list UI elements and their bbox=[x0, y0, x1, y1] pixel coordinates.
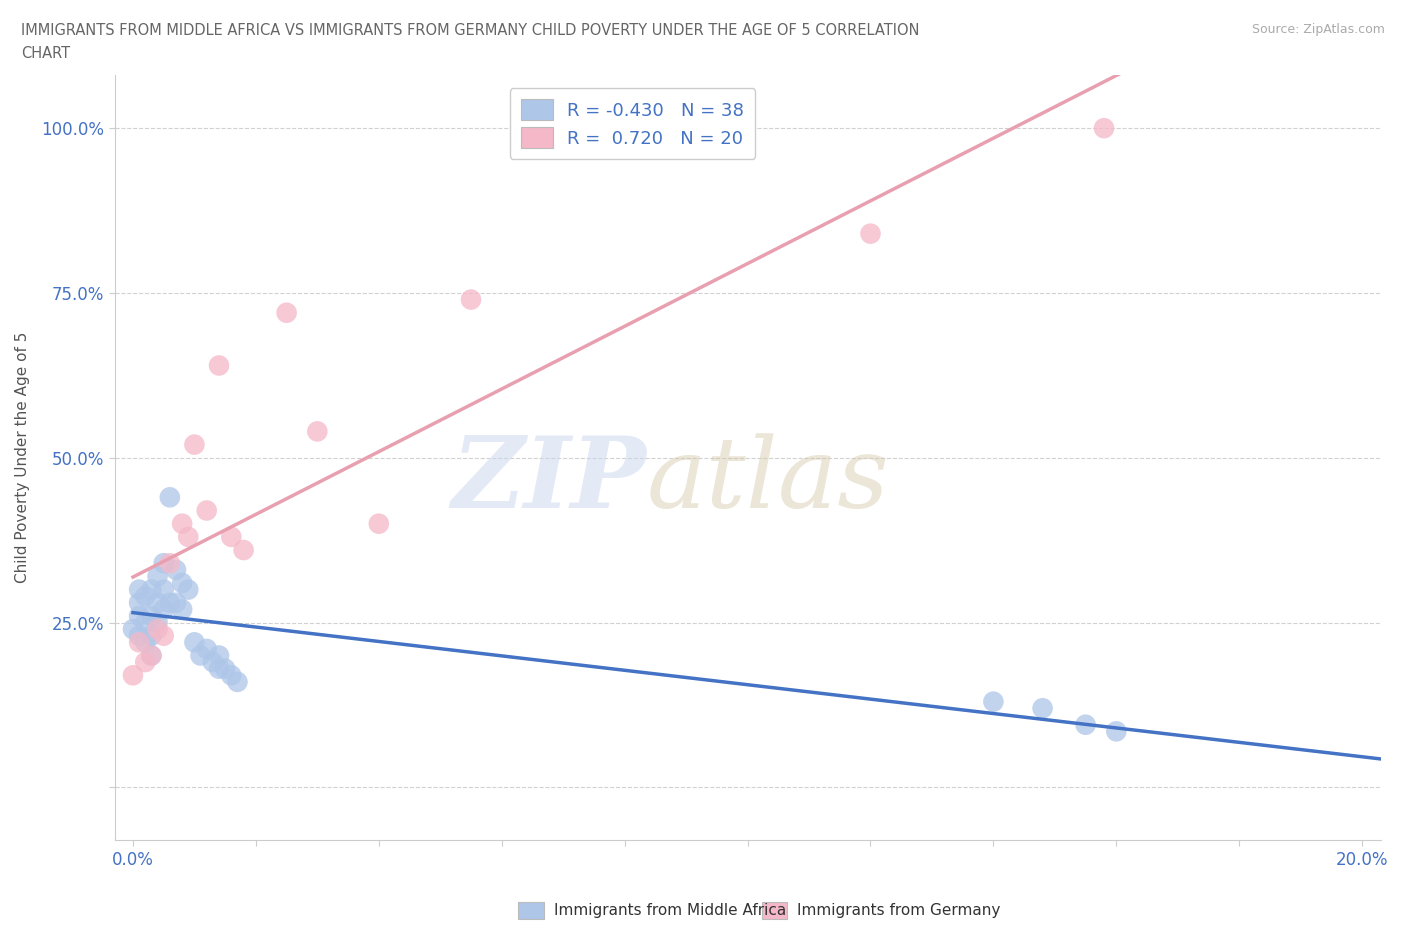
Point bbox=[208, 661, 231, 676]
Point bbox=[165, 595, 187, 610]
Point bbox=[152, 582, 174, 597]
Point bbox=[367, 516, 389, 531]
Point bbox=[221, 529, 243, 544]
Point bbox=[172, 602, 194, 617]
Point bbox=[1074, 717, 1097, 732]
Point bbox=[177, 582, 200, 597]
Point bbox=[172, 576, 194, 591]
Text: Immigrants from Middle Africa: Immigrants from Middle Africa bbox=[554, 903, 786, 918]
Point bbox=[159, 556, 181, 571]
Point bbox=[195, 503, 218, 518]
Point bbox=[1032, 701, 1054, 716]
Point bbox=[141, 608, 163, 623]
Point bbox=[172, 516, 194, 531]
Point bbox=[141, 629, 163, 644]
Text: atlas: atlas bbox=[647, 433, 889, 528]
Point bbox=[152, 629, 174, 644]
Text: Source: ZipAtlas.com: Source: ZipAtlas.com bbox=[1251, 23, 1385, 36]
Point bbox=[152, 556, 174, 571]
Legend: R = -0.430   N = 38, R =  0.720   N = 20: R = -0.430 N = 38, R = 0.720 N = 20 bbox=[510, 88, 755, 159]
Point bbox=[152, 602, 174, 617]
Point bbox=[159, 595, 181, 610]
Point bbox=[146, 622, 169, 637]
Point bbox=[221, 668, 243, 683]
Point bbox=[208, 648, 231, 663]
Point bbox=[146, 615, 169, 630]
Point bbox=[122, 668, 145, 683]
Point bbox=[141, 648, 163, 663]
Text: Immigrants from Germany: Immigrants from Germany bbox=[797, 903, 1000, 918]
Point bbox=[859, 226, 882, 241]
Point bbox=[128, 582, 150, 597]
Point bbox=[141, 648, 163, 663]
Point bbox=[128, 635, 150, 650]
Text: CHART: CHART bbox=[21, 46, 70, 61]
Point bbox=[146, 569, 169, 584]
Point bbox=[128, 629, 150, 644]
Point bbox=[460, 292, 482, 307]
Point bbox=[122, 622, 145, 637]
Y-axis label: Child Poverty Under the Age of 5: Child Poverty Under the Age of 5 bbox=[15, 332, 30, 583]
Point bbox=[201, 655, 224, 670]
Point bbox=[146, 595, 169, 610]
Point bbox=[128, 595, 150, 610]
Point bbox=[134, 589, 156, 604]
Point bbox=[1092, 121, 1115, 136]
Point bbox=[195, 642, 218, 657]
Text: IMMIGRANTS FROM MIDDLE AFRICA VS IMMIGRANTS FROM GERMANY CHILD POVERTY UNDER THE: IMMIGRANTS FROM MIDDLE AFRICA VS IMMIGRA… bbox=[21, 23, 920, 38]
Point bbox=[208, 358, 231, 373]
Point bbox=[307, 424, 329, 439]
Point bbox=[177, 529, 200, 544]
Point bbox=[226, 674, 249, 689]
Point bbox=[134, 655, 156, 670]
Point bbox=[190, 648, 212, 663]
Point bbox=[183, 635, 205, 650]
Point bbox=[128, 608, 150, 623]
Point bbox=[232, 542, 254, 557]
Point bbox=[134, 635, 156, 650]
Text: ZIP: ZIP bbox=[451, 432, 647, 529]
Point bbox=[165, 563, 187, 578]
Point bbox=[183, 437, 205, 452]
Point bbox=[983, 694, 1005, 709]
Point bbox=[276, 305, 298, 320]
Point bbox=[1105, 724, 1128, 738]
Point bbox=[159, 490, 181, 505]
Point bbox=[134, 615, 156, 630]
Point bbox=[214, 661, 236, 676]
Point bbox=[141, 582, 163, 597]
